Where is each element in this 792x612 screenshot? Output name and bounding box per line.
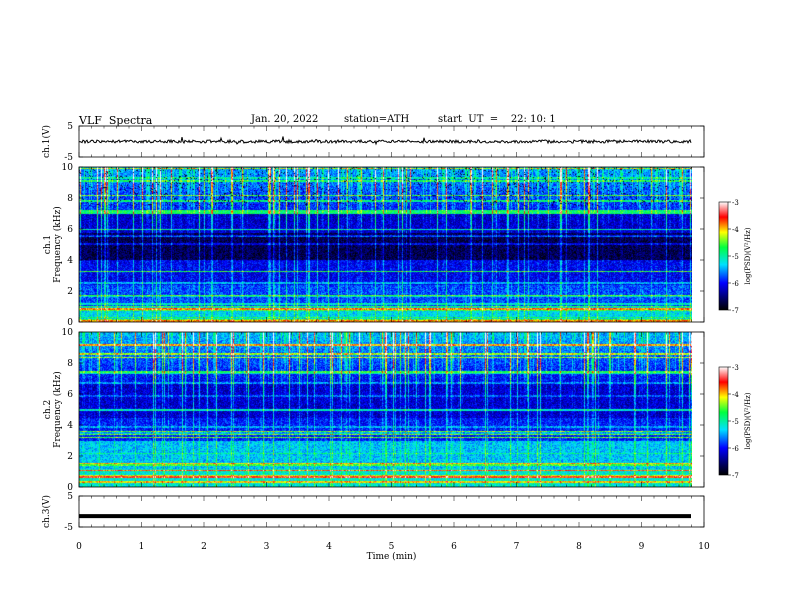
- date-label: Jan. 20, 2022: [251, 114, 319, 125]
- ch1_spectrogram-ytick-label: 0: [67, 318, 73, 328]
- ch2_spectrogram-ylabel: Frequency (kHz): [52, 371, 63, 448]
- ch1_waveform-ytick-label: -5: [64, 153, 73, 163]
- xtick-label: 5: [389, 542, 395, 552]
- station-label: station=ATH: [344, 114, 410, 125]
- xtick-label: 10: [698, 542, 710, 552]
- ch1_spectrogram-channel-label: ch.1: [43, 235, 53, 254]
- xtick-label: 1: [139, 542, 145, 552]
- xtick-label: 9: [639, 542, 645, 552]
- ch2_spectrogram-colorbar-label: log(PSD)(V²/Hz): [744, 392, 752, 449]
- ch1_spectrogram-colorbar-tick-label: -5: [732, 253, 739, 261]
- ch2_spectrogram-ytick-label: 8: [67, 359, 73, 369]
- ch2_spectrogram-ytick-label: 10: [62, 328, 74, 338]
- ch1_spectrogram-colorbar-tick-label: -7: [732, 307, 739, 315]
- ch1_spectrogram-ytick-label: 8: [67, 194, 73, 204]
- ch1_spectrogram-ytick-label: 2: [67, 287, 73, 297]
- ch3_waveform-ytick-label: -5: [64, 523, 73, 533]
- ch1_spectrogram-colorbar-tick-label: -4: [732, 226, 739, 234]
- xtick-label: 6: [451, 542, 457, 552]
- xtick-label: 4: [326, 542, 332, 552]
- xtick-label: 0: [76, 542, 82, 552]
- x-axis-label: Time (min): [367, 551, 417, 562]
- ch2_spectrogram-ytick-label: 2: [67, 452, 73, 462]
- ch2_spectrogram-ytick-label: 4: [67, 421, 73, 431]
- chart-title: VLF Spectra: [79, 114, 153, 127]
- ch1_waveform-trace: [78, 136, 692, 146]
- xtick-label: 8: [576, 542, 582, 552]
- ch2_spectrogram-ytick-label: 6: [67, 390, 73, 400]
- ch1_spectrogram-colorbar: [718, 201, 729, 311]
- xtick-label: 3: [264, 542, 270, 552]
- ch1_spectrogram-ytick-label: 6: [67, 225, 73, 235]
- ch1_spectrogram-colorbar-tick-label: -6: [732, 280, 739, 288]
- xtick-label: 2: [201, 542, 207, 552]
- ch2_spectrogram-colorbar-tick-label: -4: [732, 391, 739, 399]
- ch3_waveform-ylabel: ch.3(V): [41, 495, 52, 528]
- xtick-label: 7: [514, 542, 520, 552]
- ch2_spectrogram-colorbar: [718, 366, 729, 476]
- ch2_spectrogram-colorbar-tick-label: -6: [732, 445, 739, 453]
- ch2_spectrogram-channel-label: ch.2: [43, 400, 53, 419]
- ch1_spectrogram-ytick-label: 4: [67, 256, 73, 266]
- ch2_spectrogram-ytick-label: 0: [67, 483, 73, 493]
- ch3_waveform-ytick-label: 5: [67, 492, 73, 502]
- ch2_spectrogram-colorbar-tick-label: -5: [732, 418, 739, 426]
- ch1_spectrogram-colorbar-tick-label: -3: [732, 199, 739, 207]
- ch2_spectrogram-colorbar-tick-label: -3: [732, 364, 739, 372]
- ch2_spectrogram-colorbar-tick-label: -7: [732, 472, 739, 480]
- ch1_spectrogram-heatmap: [79, 167, 692, 322]
- ch1_spectrogram-colorbar-label: log(PSD)(V²/Hz): [744, 227, 752, 284]
- ch1_waveform-ytick-label: 5: [67, 122, 73, 132]
- ch1_spectrogram-ylabel: Frequency (kHz): [52, 206, 63, 283]
- ch1_spectrogram-ytick-label: 10: [62, 163, 74, 173]
- start-time-label: start UT = 22: 10: 1: [438, 114, 556, 125]
- ch1_waveform-ylabel: ch.1(V): [41, 125, 52, 158]
- ch2_spectrogram-heatmap: [79, 332, 692, 487]
